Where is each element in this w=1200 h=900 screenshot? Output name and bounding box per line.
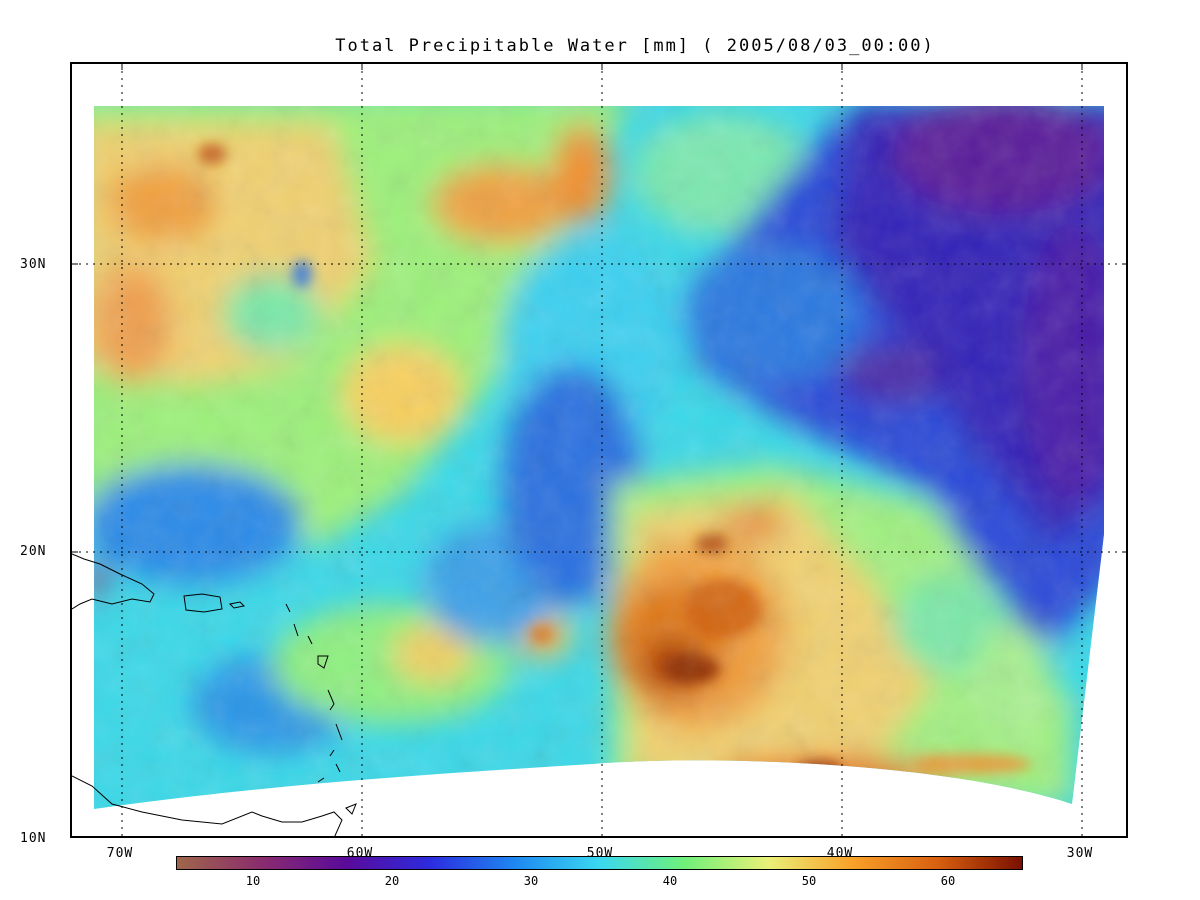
lat-label-10n: 10N <box>20 831 47 846</box>
coastline-trinidad <box>345 803 357 815</box>
graticule <box>72 64 1126 836</box>
map-title: Total Precipitable Water [mm] ( 2005/08/… <box>335 36 935 56</box>
axis-ticks <box>72 64 1126 836</box>
colorbar-tick-40: 40 <box>662 874 678 888</box>
lat-label-30n: 30N <box>20 257 47 272</box>
precipitable-water-field <box>72 64 1126 836</box>
lon-label-30w: 30W <box>1066 846 1094 861</box>
map-frame <box>70 62 1128 838</box>
lat-label-20n: 20N <box>20 544 47 559</box>
coastline-hispaniola <box>72 553 155 610</box>
lon-label-70w: 70W <box>106 846 134 861</box>
colorbar-tick-30: 30 <box>523 874 539 888</box>
coastline-puerto-rico <box>183 593 223 613</box>
colorbar-tick-60: 60 <box>940 874 956 888</box>
coastline-virgin-islands <box>228 601 246 609</box>
colorbar <box>176 856 1023 870</box>
colorbar-tick-10: 10 <box>245 874 261 888</box>
coastline-lesser-antilles <box>285 603 343 783</box>
colorbar-tick-50: 50 <box>801 874 817 888</box>
colorbar-tick-20: 20 <box>384 874 400 888</box>
